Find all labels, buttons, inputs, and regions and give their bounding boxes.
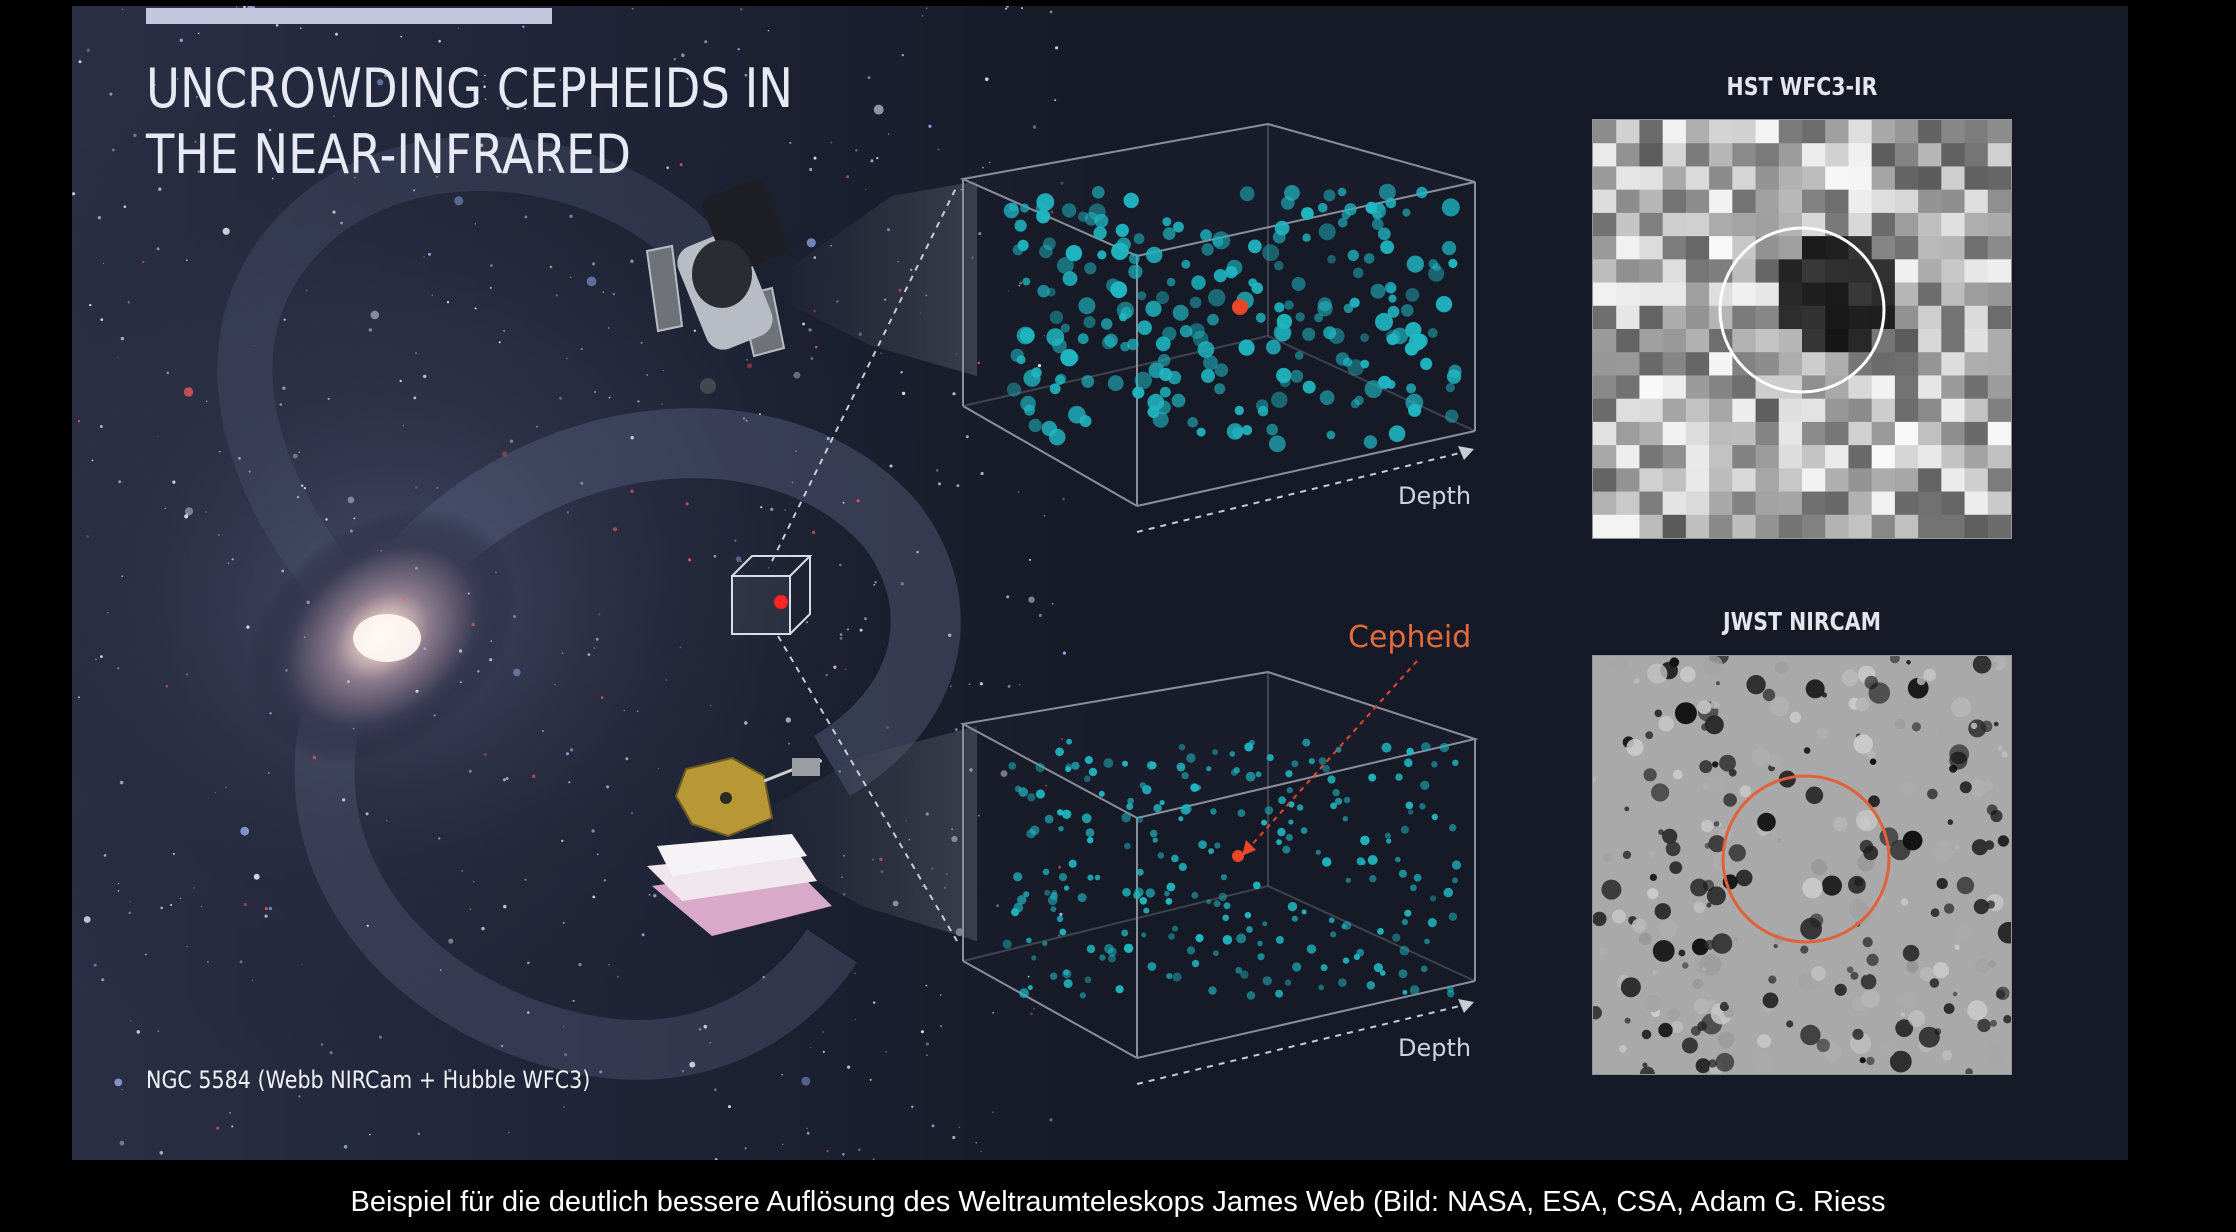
hubble-telescope-icon bbox=[645, 179, 788, 394]
title-accent-bar bbox=[146, 8, 552, 24]
cepheid-bottom bbox=[1232, 850, 1244, 862]
depth-label-bottom: Depth bbox=[1398, 1034, 1472, 1062]
jwst-image bbox=[1593, 656, 2011, 1074]
hst-panel-label: HST WFC3-IR bbox=[1726, 72, 1878, 101]
image-caption: Beispiel für die deutlich bessere Auflös… bbox=[350, 1186, 1886, 1218]
depth-arrow-bottom bbox=[1136, 1004, 1465, 1085]
cepheid-top bbox=[1232, 299, 1248, 315]
cepheid-label: Cepheid bbox=[1348, 620, 1472, 655]
figure-title: UNCROWDING CEPHEIDS IN THE NEAR-INFRARED bbox=[146, 57, 794, 186]
jwst-image-panel bbox=[1592, 655, 2012, 1075]
infographic-figure: UNCROWDING CEPHEIDS IN THE NEAR-INFRARED… bbox=[72, 6, 2128, 1160]
hst-pixel-image bbox=[1593, 120, 2011, 538]
hst-image-panel bbox=[1592, 119, 2012, 539]
region-cube bbox=[731, 555, 813, 635]
cepheid-pointer bbox=[1247, 660, 1418, 850]
stars-bottom bbox=[1002, 738, 1462, 1000]
galaxy-illustration bbox=[72, 6, 1479, 1160]
jwst-panel-label: JWST NIRCAM bbox=[1722, 607, 1882, 636]
depth-arrow-top bbox=[1136, 451, 1465, 533]
source-label: NGC 5584 (Webb NIRCam + Hubble WFC3) bbox=[146, 1066, 591, 1094]
depth-box-bottom bbox=[959, 670, 1479, 1059]
depth-label-top: Depth bbox=[1398, 482, 1472, 510]
stars-top bbox=[1003, 183, 1462, 453]
webb-telescope-icon bbox=[647, 756, 832, 936]
